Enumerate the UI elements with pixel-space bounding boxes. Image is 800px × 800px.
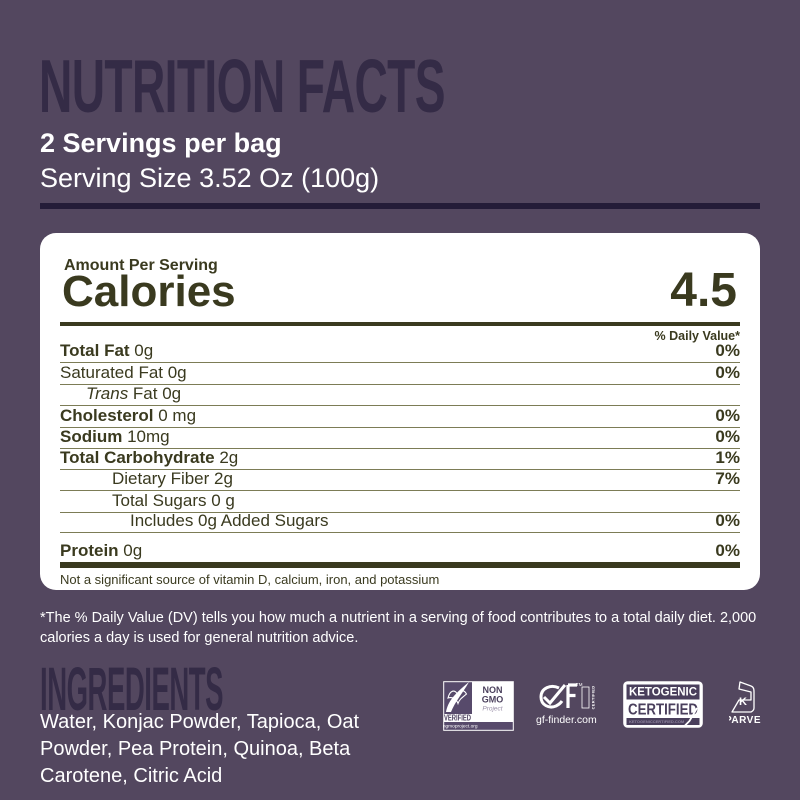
svg-text:GMO: GMO xyxy=(482,695,504,705)
svg-text:gf-finder.com: gf-finder.com xyxy=(536,714,597,726)
svg-text:KETOGENIC: KETOGENIC xyxy=(629,687,697,699)
svg-text:PARVE: PARVE xyxy=(729,715,761,726)
svg-text:CERTIFIED: CERTIFIED xyxy=(628,702,698,719)
svg-text:VERIFIED: VERIFIED xyxy=(444,713,471,722)
svg-text:TM: TM xyxy=(576,683,583,687)
svg-text:K: K xyxy=(739,696,747,708)
svg-text:nongmoproject.org: nongmoproject.org xyxy=(443,723,478,729)
svg-text:CERTIFIED: CERTIFIED xyxy=(591,686,596,710)
svg-text:NON: NON xyxy=(483,685,503,695)
svg-text:KETOGENICCERTIFIED.COM: KETOGENICCERTIFIED.COM xyxy=(629,719,685,724)
svg-text:Project: Project xyxy=(482,706,503,713)
